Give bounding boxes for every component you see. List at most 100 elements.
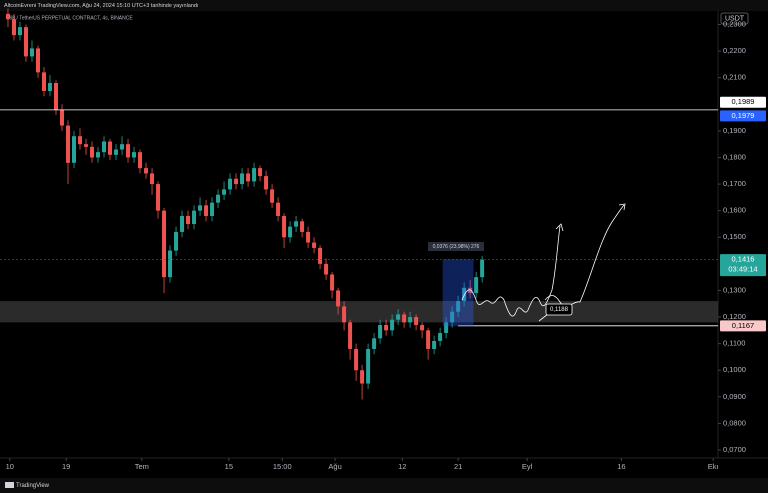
candle-body [234,178,239,185]
price-label-box [720,320,766,332]
y-tick-label: 0,1000 [723,365,746,374]
candle-body [390,319,395,331]
y-tick-label: 0,0800 [723,418,746,427]
candle-body [198,205,203,211]
logo-text: TradingView [16,483,50,489]
candle-body [480,259,485,278]
candle-body [228,178,233,190]
candle-body [312,242,317,248]
candle-body [132,152,137,158]
candle-body [324,263,329,275]
logo-icon [5,482,14,488]
candle-body [78,136,83,145]
candle-body [414,317,419,326]
currency-box[interactable] [720,12,749,25]
candle-body [360,370,365,384]
plot-area [0,8,718,400]
candle-body [276,202,281,216]
candle-body [53,83,58,110]
candle-body [35,48,40,73]
candle-body [174,231,179,251]
candle-body [462,287,467,302]
candle-body [402,314,407,323]
candle-body [294,221,299,227]
candle-body [90,146,95,158]
currency[interactable]: USDT [725,15,745,22]
candle-body [282,215,287,238]
candle-body [396,314,401,320]
candle-body [330,274,335,291]
candle-body [216,194,221,203]
y-tick-label: 0,2300 [723,19,746,28]
measure-box [428,242,484,251]
y-tick-label: 0,1600 [723,206,746,215]
candle-body [84,144,89,147]
top-bar [0,0,768,11]
x-tick-label: Tem [135,462,149,471]
arrow-head [555,223,564,232]
range-zone [0,301,718,323]
candle-body [150,173,155,185]
candle-body [342,306,347,323]
candle-body [372,338,377,349]
candle-body [5,13,10,20]
candle-body [17,27,22,36]
candle-body [72,136,77,163]
x-tick-label: 15 [225,462,233,471]
candle-body [222,189,227,195]
y-tick-label: 0,1500 [723,232,746,241]
candle-body [444,322,449,334]
candle-body [270,189,275,203]
candle-body [59,109,64,126]
candle-body [102,141,107,153]
candle-body [474,277,479,294]
x-tick-label: 15:00 [273,462,292,471]
arrow-head [618,203,626,211]
candle-body [252,168,257,182]
candle-body [426,330,431,349]
candle-body [450,311,455,323]
candle-body [126,144,131,158]
attribution: AltcoinEvreni TradingView.com, Ağu 24, 2… [4,3,199,9]
y-tick-label: 0,1200 [723,312,746,321]
measure-label: 0,0376 (23,98%) 276 [433,244,480,250]
candle-body [11,19,16,36]
candle-body [438,333,443,341]
y-tick-label: 0,0700 [723,445,746,454]
candle-body [246,173,251,182]
candle-body [348,322,353,349]
price-label: 0,1167 [732,321,754,330]
y-tick-label: 0,1900 [723,126,746,135]
candle-body [258,168,263,177]
candle-body [210,202,215,216]
x-tick-label: Ekı [708,462,719,471]
y-tick-label: 0,1300 [723,285,746,294]
x-tick-label: 19 [62,462,70,471]
candle-body [378,325,383,339]
price-label-box [720,254,766,277]
y-tick-label: 0,2100 [723,73,746,82]
candle-body [120,144,125,150]
bottom-bar [0,478,768,493]
candle-body [420,325,425,331]
candle-body [138,152,143,169]
candle-body [192,210,197,224]
countdown: 03:49:14 [728,265,757,274]
projection-curve [461,225,561,317]
x-tick-label: 21 [454,462,462,471]
candle-body [264,176,269,190]
candle-body [162,210,167,278]
candle-body [180,215,185,232]
candle-body [41,72,46,91]
candle-body [114,149,119,155]
candle-body [318,247,323,264]
price-label: 0,1979 [732,111,755,120]
candle-body [23,27,28,57]
price-label-box [720,110,766,122]
candle-body [156,184,161,211]
price-label: 0,1989 [732,97,755,106]
x-tick-label: 10 [6,462,14,471]
candle-body [432,340,437,349]
x-tick-label: 16 [617,462,625,471]
